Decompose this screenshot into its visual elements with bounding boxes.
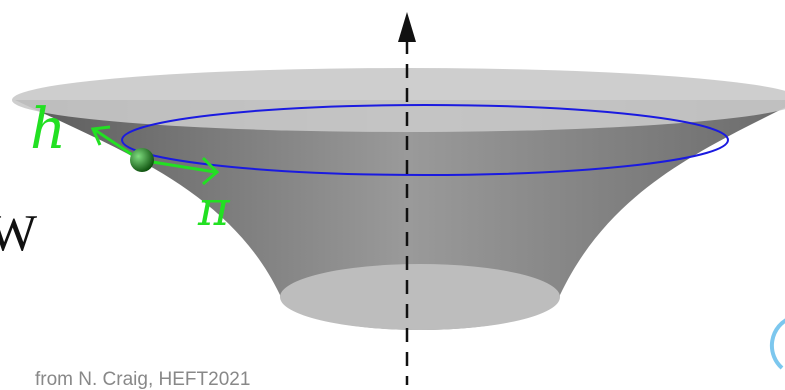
side-text: W bbox=[0, 205, 37, 262]
h-label: h bbox=[30, 97, 66, 162]
axis-arrow bbox=[398, 12, 416, 42]
page: h π W from N. Craig, HEFT2021 (() => { c… bbox=[0, 0, 785, 390]
pi-label: π bbox=[197, 181, 231, 237]
funnel-rim bbox=[12, 68, 785, 132]
field-ball bbox=[130, 148, 154, 172]
funnel-bottom bbox=[280, 264, 560, 330]
caption: from N. Craig, HEFT2021 bbox=[35, 369, 250, 390]
edge-arc bbox=[772, 318, 785, 368]
diagram: h π W from N. Craig, HEFT2021 bbox=[0, 0, 785, 390]
